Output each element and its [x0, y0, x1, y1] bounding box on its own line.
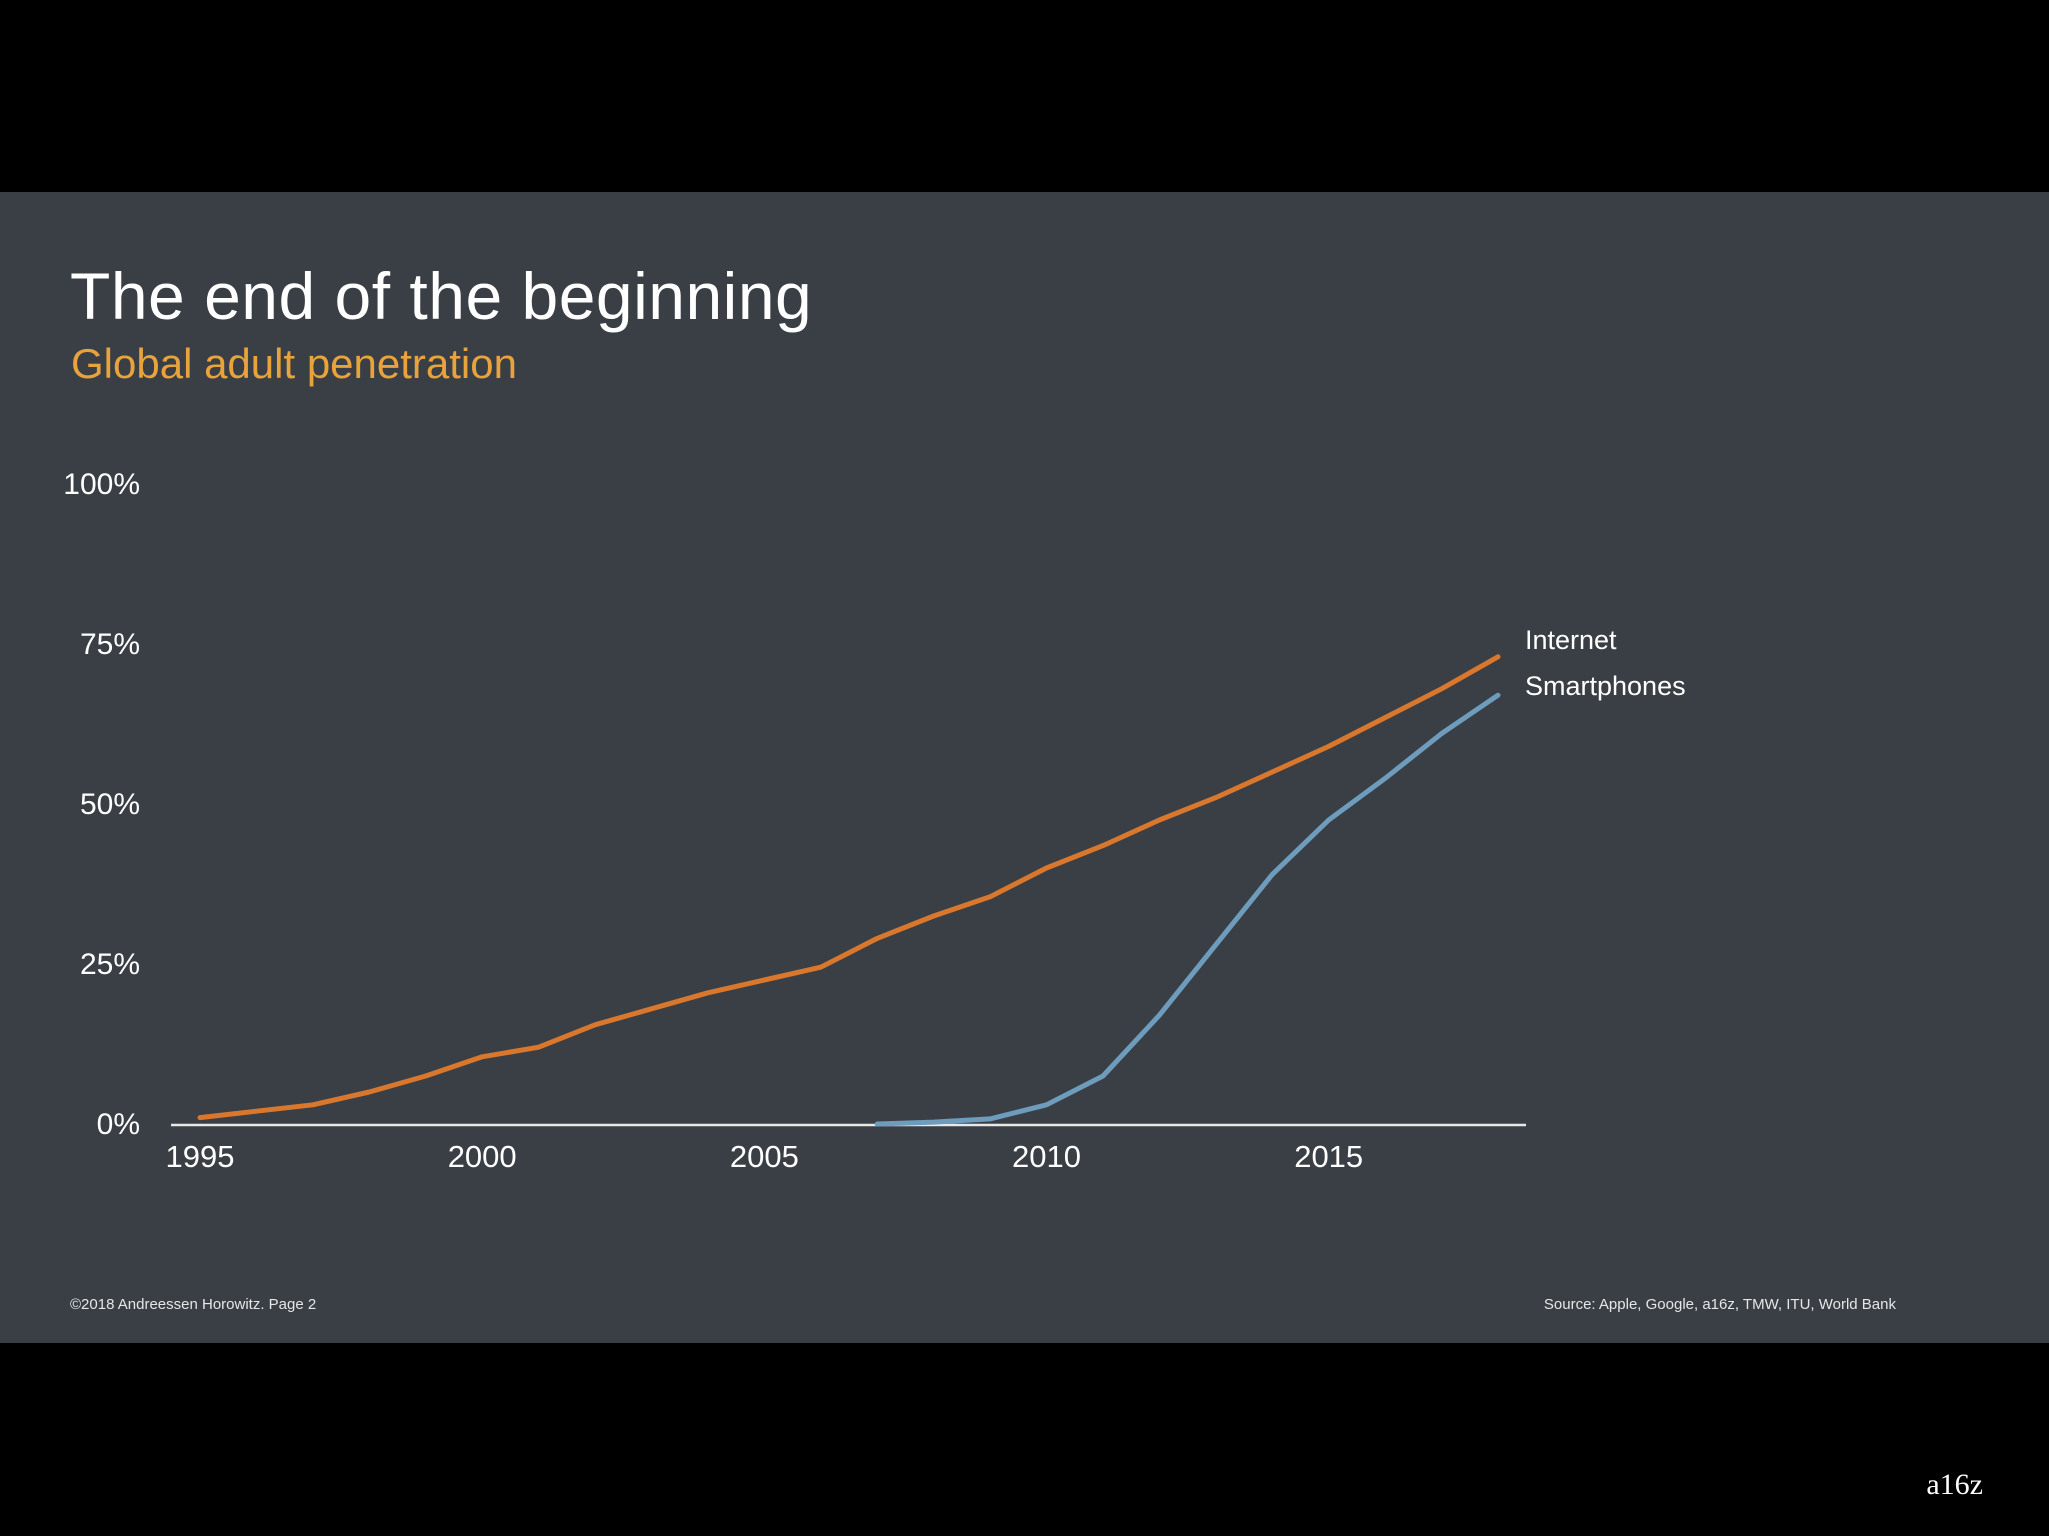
x-axis-labels: 1995 2000 2005 2010 2015	[166, 1139, 1364, 1174]
x-tick-label: 1995	[166, 1139, 235, 1174]
x-tick-label: 2005	[730, 1139, 799, 1174]
series-line-smartphones	[874, 692, 1501, 1127]
x-tick-label: 2000	[448, 1139, 517, 1174]
series-lines	[197, 654, 1501, 1127]
series-labels: Internet Smartphones	[1525, 625, 1686, 701]
slide-title: The end of the beginning	[70, 259, 813, 333]
line-chart: 0% 25% 50% 75% 100% 1995 2000 2005 2010 2015 Int…	[63, 468, 1686, 1174]
x-tick-label: 2010	[1012, 1139, 1081, 1174]
source-footer: Source: Apple, Google, a16z, TMW, ITU, W…	[1543, 1296, 1896, 1313]
y-tick-label: 50%	[80, 788, 140, 821]
series-label-internet: Internet	[1525, 625, 1617, 655]
y-tick-label: 75%	[80, 628, 140, 661]
series-line-internet	[197, 654, 1501, 1121]
y-tick-label: 100%	[63, 468, 140, 501]
x-tick-label: 2015	[1294, 1139, 1363, 1174]
y-axis-labels: 0% 25% 50% 75% 100%	[63, 468, 140, 1141]
series-label-smartphones: Smartphones	[1525, 671, 1686, 701]
a16z-watermark: a16z	[1926, 1468, 1983, 1501]
copyright-footer: ©2018 Andreessen Horowitz. Page 2	[70, 1296, 317, 1313]
y-tick-label: 25%	[80, 948, 140, 981]
y-tick-label: 0%	[97, 1108, 140, 1141]
slide: The end of the beginning Global adult pe…	[0, 192, 2049, 1343]
slide-subtitle: Global adult penetration	[71, 340, 517, 387]
